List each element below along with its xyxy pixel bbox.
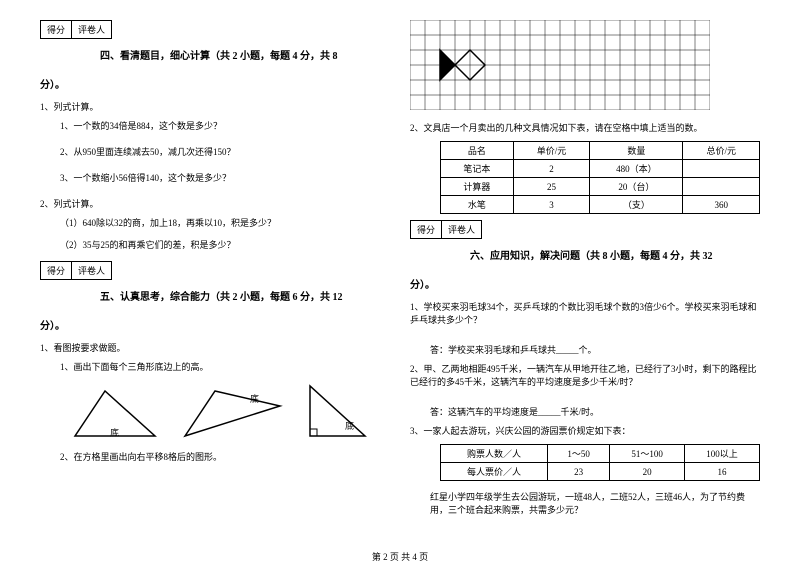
q5-1-1: 1、画出下面每个三角形底边上的高。	[60, 360, 390, 373]
ticket-table: 购票人数／人 1～50 51～100 100以上 每人票价／人 23 20 16	[440, 444, 760, 481]
q4-1-3: 3、一个数缩小56倍得140，这个数是多少？	[60, 171, 390, 184]
th: 品名	[441, 142, 514, 160]
th: 数量	[590, 142, 683, 160]
a6-1: 答：学校买来羽毛球和乒乓球共_____个。	[430, 343, 760, 356]
score-box-6: 得分 评卷人	[410, 220, 760, 239]
q5-1: 1、看图按要求做题。	[40, 341, 390, 354]
th: 总价/元	[683, 142, 760, 160]
a6-2: 答：这辆汽车的平均速度是_____千米/时。	[430, 405, 760, 418]
triangle-3: 底	[305, 381, 370, 441]
score-label: 得分	[410, 220, 442, 239]
q4-2: 2、列式计算。	[40, 197, 390, 210]
triangles: 底 底 底	[70, 381, 390, 441]
svg-text:底: 底	[345, 420, 354, 431]
triangle-2: 底	[180, 386, 285, 441]
grid-figure	[410, 20, 760, 110]
q5-2: 2、文具店一个月卖出的几种文具情况如下表，请在空格中填上适当的数。	[410, 121, 760, 134]
q4-1-1: 1、一个数的34倍是884，这个数是多少？	[60, 119, 390, 132]
section-4-title: 四、看清题目，细心计算（共 2 小题，每题 4 分，共 8	[100, 47, 390, 62]
q6-2: 2、甲、乙两地相距495千米，一辆汽车从甲地开往乙地，已经行了3小时，剩下的路程…	[410, 362, 760, 388]
grader-label: 评卷人	[72, 261, 112, 280]
q4-2-2: （2）35与25的和再乘它们的差，积是多少？	[60, 238, 390, 251]
q5-1-2: 2、在方格里画出向右平移8格后的图形。	[60, 450, 390, 463]
grader-label: 评卷人	[442, 220, 482, 239]
q4-1-2: 2、从950里面连续减去50，减几次还得150？	[60, 145, 390, 158]
svg-text:底: 底	[110, 427, 119, 438]
q6-1: 1、学校买来羽毛球34个，买乒乓球的个数比羽毛球个数的3倍少6个。学校买来羽毛球…	[410, 300, 760, 326]
score-label: 得分	[40, 20, 72, 39]
q4-2-1: （1）640除以32的商，加上18，再乘以10，积是多少？	[60, 216, 390, 229]
grader-label: 评卷人	[72, 20, 112, 39]
section-5-title: 五、认真思考，综合能力（共 2 小题，每题 6 分，共 12	[100, 288, 390, 303]
page-footer: 第 2 页 共 4 页	[0, 550, 800, 563]
q6-3: 3、一家人起去游玩，兴庆公园的游园票价规定如下表：	[410, 424, 760, 437]
section-6-end: 分）。	[410, 276, 760, 291]
score-box-4: 得分 评卷人	[40, 20, 390, 39]
q4-1: 1、列式计算。	[40, 100, 390, 113]
q6-3-text: 红星小学四年级学生去公园游玩，一班48人，二班52人，三班46人，为了节约费用，…	[430, 490, 760, 516]
svg-text:底: 底	[250, 393, 259, 404]
stationery-table: 品名 单价/元 数量 总价/元 笔记本2480（本） 计算器2520（台） 水笔…	[440, 141, 760, 214]
section-5-end: 分）。	[40, 317, 390, 332]
triangle-1: 底	[70, 386, 160, 441]
th: 单价/元	[513, 142, 590, 160]
section-6-title: 六、应用知识，解决问题（共 8 小题，每题 4 分，共 32	[470, 247, 760, 262]
section-4-end: 分）。	[40, 76, 390, 91]
score-box-5: 得分 评卷人	[40, 261, 390, 280]
score-label: 得分	[40, 261, 72, 280]
